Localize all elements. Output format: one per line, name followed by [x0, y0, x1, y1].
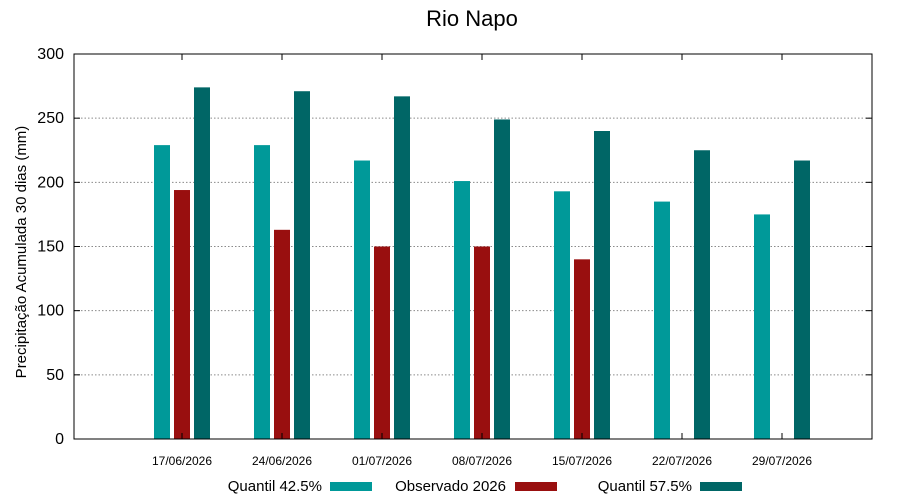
bar: [654, 201, 670, 439]
x-tick-label: 17/06/2026: [152, 454, 212, 468]
bar: [394, 96, 410, 439]
y-tick-label: 50: [46, 367, 64, 384]
bar: [474, 246, 490, 439]
bar: [274, 229, 290, 439]
legend: Quantil 42.5% Observado 2026 Quantil 57.5%: [228, 478, 742, 495]
x-tick-label: 29/07/2026: [752, 454, 812, 468]
y-tick-label: 150: [37, 239, 64, 256]
y-ticks: 0 50 100 150 200 250 300: [37, 46, 872, 448]
y-tick-label: 200: [37, 174, 64, 191]
bar: [354, 160, 370, 439]
bar: [374, 246, 390, 439]
y-tick-label: 250: [37, 110, 64, 127]
legend-label: Quantil 57.5%: [598, 478, 692, 495]
bar: [454, 181, 470, 440]
x-tick-label: 24/06/2026: [252, 454, 312, 468]
bar: [554, 191, 570, 439]
bar: [494, 119, 510, 439]
grid-lines: [74, 117, 872, 376]
bars: [154, 87, 810, 440]
y-axis-label: Precipitação Acumulada 30 dias (mm): [13, 126, 30, 379]
x-tick-label: 15/07/2026: [552, 454, 612, 468]
bar: [174, 190, 190, 439]
y-tick-label: 0: [55, 431, 64, 448]
x-tick-label: 08/07/2026: [452, 454, 512, 468]
bar: [694, 150, 710, 439]
x-tick-label: 01/07/2026: [352, 454, 412, 468]
bar: [794, 160, 810, 439]
y-tick-label: 100: [37, 303, 64, 320]
bar: [294, 91, 310, 439]
legend-swatch: [515, 482, 557, 491]
legend-label: Observado 2026: [395, 478, 506, 495]
legend-swatch: [700, 482, 742, 491]
legend-swatch: [330, 482, 372, 491]
bar: [574, 259, 590, 439]
bar: [754, 214, 770, 439]
y-tick-label: 300: [37, 46, 64, 63]
bar: [194, 87, 210, 439]
chart-title: Rio Napo: [426, 6, 518, 31]
bar: [154, 145, 170, 439]
bar: [254, 145, 270, 439]
x-tick-label: 22/07/2026: [652, 454, 712, 468]
bar: [594, 131, 610, 439]
x-ticks: 17/06/2026 24/06/2026 01/07/2026 08/07/2026…: [152, 54, 812, 468]
legend-label: Quantil 42.5%: [228, 478, 322, 495]
